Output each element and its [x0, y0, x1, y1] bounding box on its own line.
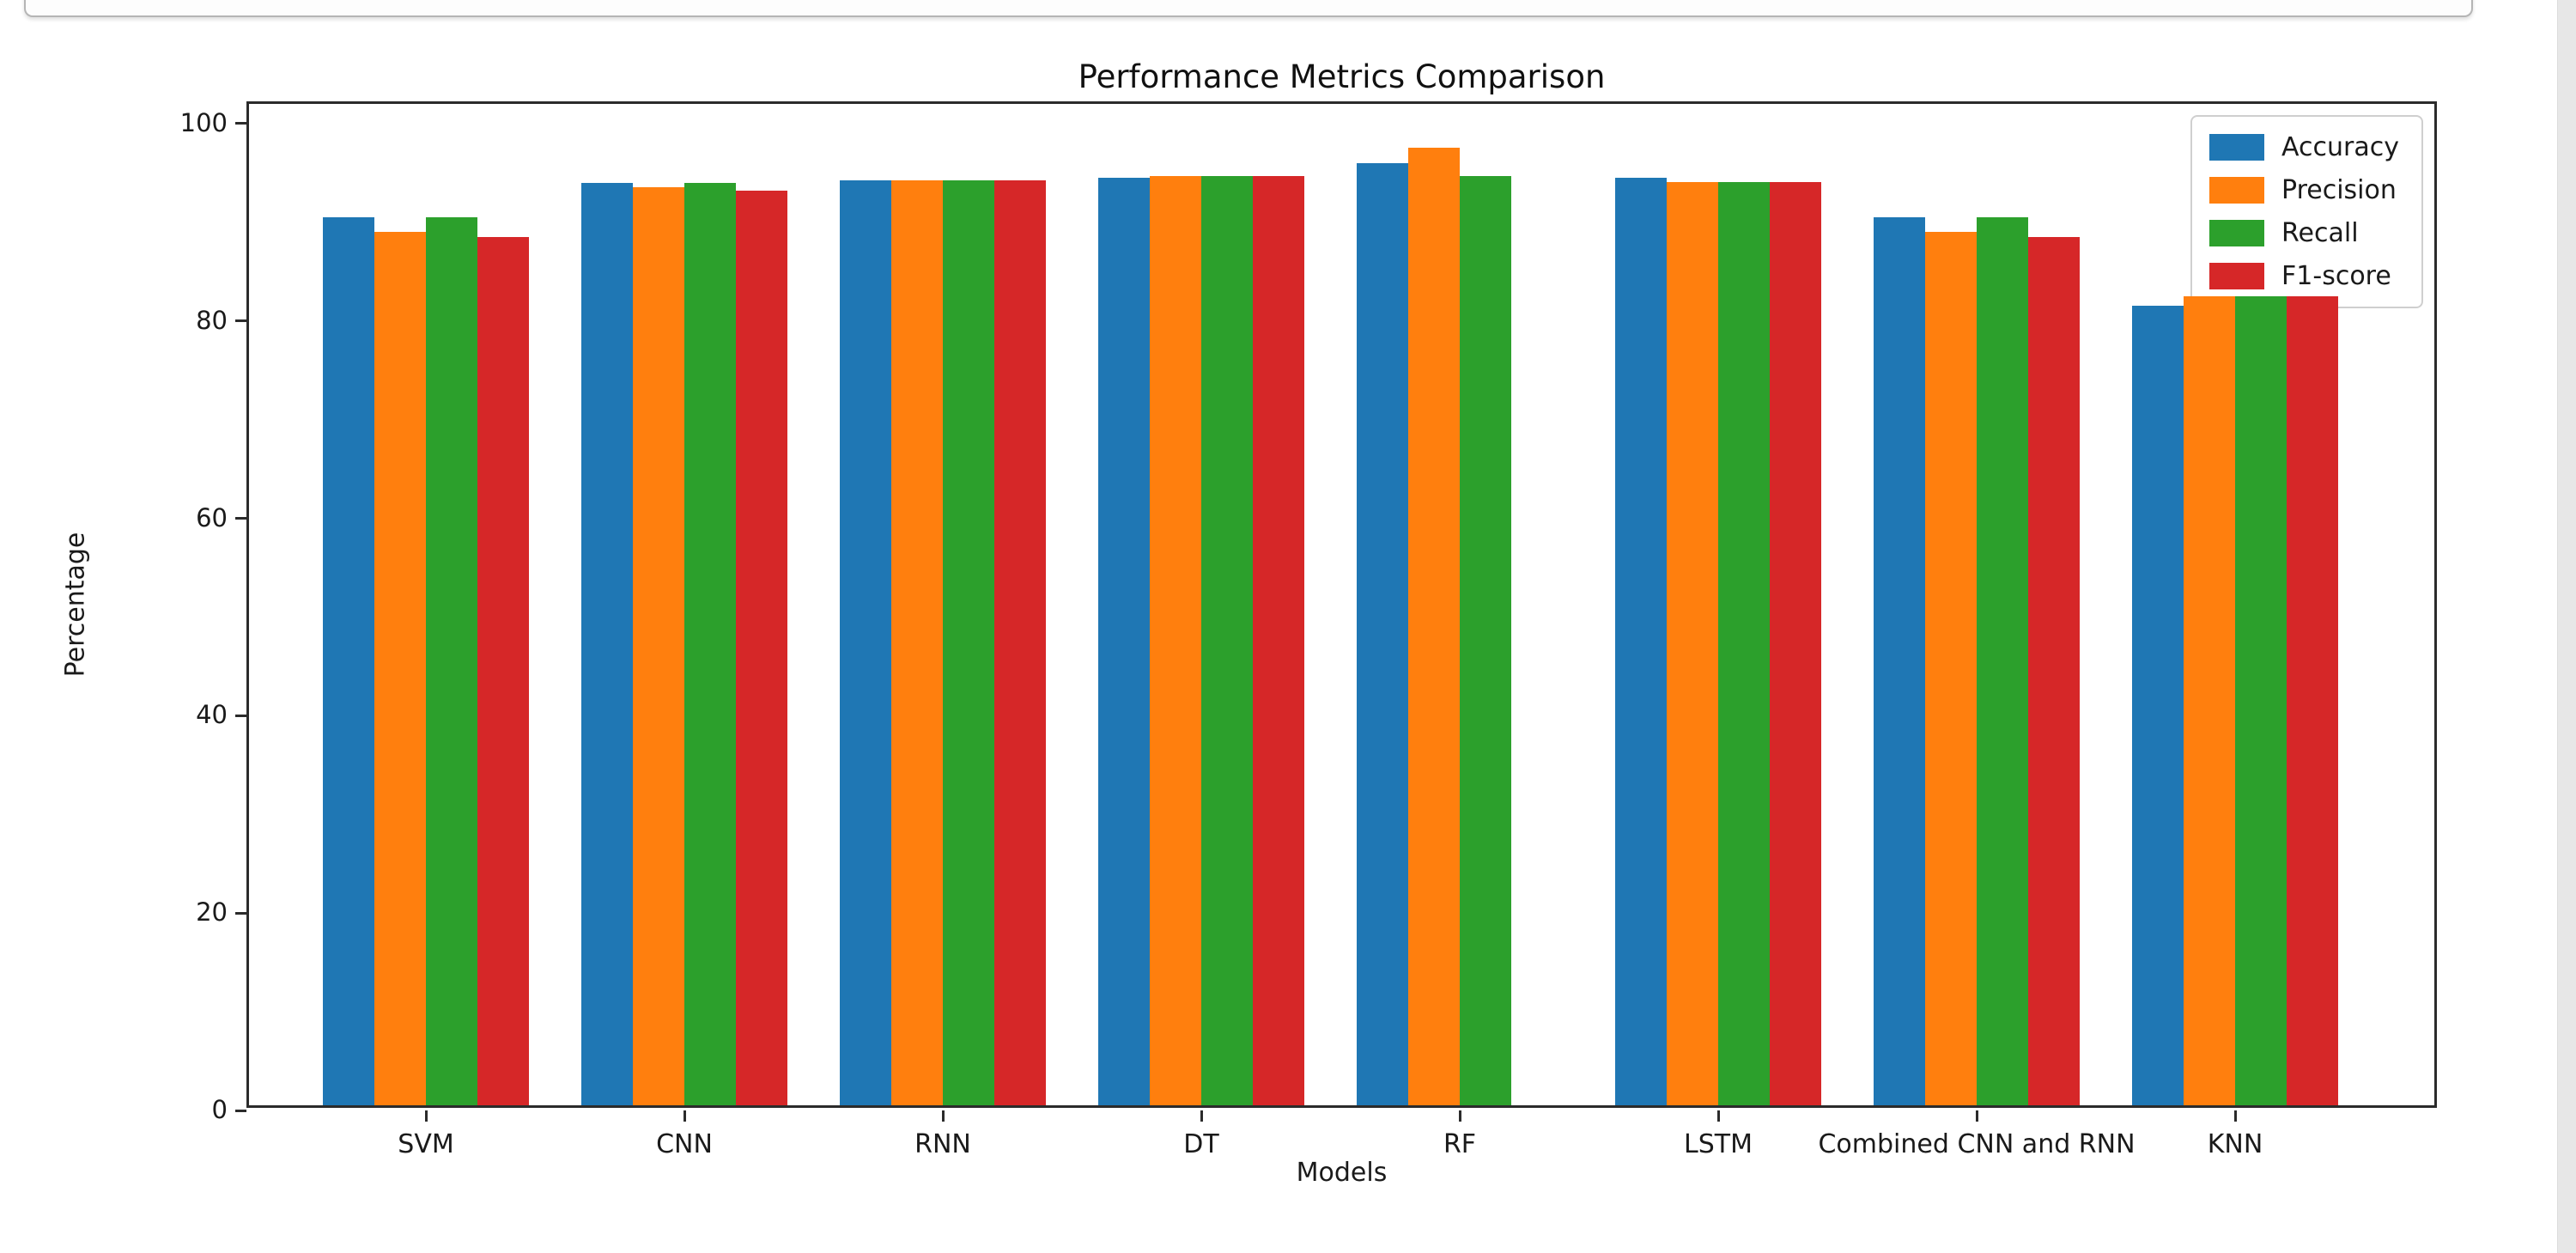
x-tick-mark — [1458, 1110, 1461, 1122]
legend-label: F1-score — [2281, 261, 2391, 291]
bar-recall-combined-cnn-and-rnn — [1977, 216, 2028, 1105]
x-tick-mark — [941, 1110, 945, 1122]
bar-recall-rnn — [943, 180, 994, 1105]
bar-f1-score-rnn — [994, 180, 1046, 1105]
bar-recall-rf — [1460, 175, 1511, 1105]
legend-swatch-recall — [2209, 220, 2265, 246]
x-tick-mark — [683, 1110, 686, 1122]
bar-recall-lstm — [1718, 181, 1770, 1105]
x-tick-label: CNN — [656, 1129, 713, 1159]
plot-area: Accuracy Precision Recall F1-score 0 20 40 60 8… — [180, 101, 2437, 1159]
legend-item: F1-score — [2209, 261, 2399, 291]
y-tick-mark — [235, 714, 246, 717]
x-tick-mark — [1200, 1110, 1203, 1122]
bar-precision-rf — [1408, 148, 1460, 1105]
bar-f1-score-combined-cnn-and-rnn — [2028, 236, 2080, 1105]
bar-accuracy-rf — [1357, 162, 1408, 1105]
legend-swatch-f1-score — [2209, 263, 2265, 289]
y-tick-mark — [235, 122, 246, 125]
bar-precision-cnn — [633, 187, 684, 1105]
x-tick-label: KNN — [2207, 1129, 2263, 1159]
y-tick-mark — [235, 319, 246, 323]
bar-recall-knn — [2235, 295, 2287, 1105]
legend-swatch-accuracy — [2209, 134, 2265, 161]
bar-f1-score-cnn — [736, 190, 787, 1105]
bar-precision-dt — [1150, 175, 1201, 1105]
x-axis-label: Models — [1296, 1158, 1388, 1188]
bar-f1-score-svm — [477, 236, 529, 1105]
x-tick-mark — [2233, 1110, 2237, 1122]
legend-item: Accuracy — [2209, 132, 2399, 162]
bar-accuracy-knn — [2132, 306, 2184, 1105]
y-tick-mark — [235, 1109, 246, 1112]
legend-label: Accuracy — [2281, 132, 2399, 162]
bar-f1-score-knn — [2287, 295, 2338, 1105]
x-tick-mark — [1975, 1110, 1978, 1122]
bar-recall-svm — [426, 216, 477, 1105]
chart-title: Performance Metrics Comparison — [1078, 58, 1606, 95]
y-axis-label: Percentage — [60, 532, 91, 678]
y-tick-mark — [235, 911, 246, 915]
right-edge-band — [2557, 0, 2576, 1253]
x-tick-label: Combined CNN and RNN — [1818, 1129, 2136, 1159]
y-tick-label: 40 — [196, 700, 228, 730]
bar-accuracy-cnn — [581, 182, 633, 1105]
y-tick-label: 0 — [211, 1095, 228, 1124]
x-tick-label: RF — [1443, 1129, 1477, 1159]
bar-accuracy-combined-cnn-and-rnn — [1874, 216, 1925, 1105]
legend-label: Recall — [2281, 218, 2359, 248]
legend: Accuracy Precision Recall F1-score — [2190, 115, 2423, 308]
y-tick-label: 80 — [196, 305, 228, 335]
top-card-edge — [24, 0, 2473, 17]
bar-accuracy-rnn — [840, 180, 891, 1105]
bar-precision-lstm — [1667, 181, 1718, 1105]
y-tick-label: 20 — [196, 897, 228, 928]
bar-f1-score-lstm — [1770, 181, 1821, 1105]
y-tick-label: 60 — [196, 502, 228, 532]
y-tick-mark — [235, 517, 246, 520]
bar-precision-svm — [374, 232, 426, 1105]
bar-accuracy-lstm — [1615, 177, 1667, 1105]
x-tick-label: LSTM — [1684, 1129, 1753, 1159]
bar-accuracy-dt — [1098, 177, 1150, 1105]
y-tick-label: 100 — [179, 107, 228, 137]
x-tick-mark — [1716, 1110, 1720, 1122]
bar-f1-score-dt — [1253, 175, 1304, 1105]
bar-precision-rnn — [891, 180, 943, 1105]
x-tick-label: SVM — [398, 1129, 454, 1159]
bar-recall-dt — [1201, 175, 1253, 1105]
bar-precision-knn — [2184, 295, 2235, 1105]
legend-label: Precision — [2281, 175, 2397, 205]
x-tick-label: DT — [1183, 1129, 1219, 1159]
legend-item: Recall — [2209, 218, 2399, 248]
legend-swatch-precision — [2209, 177, 2265, 204]
legend-item: Precision — [2209, 175, 2399, 205]
bar-precision-combined-cnn-and-rnn — [1925, 232, 1977, 1105]
x-tick-label: RNN — [914, 1129, 971, 1159]
bar-accuracy-svm — [323, 216, 374, 1105]
bar-recall-cnn — [684, 182, 736, 1105]
x-tick-mark — [424, 1110, 428, 1122]
